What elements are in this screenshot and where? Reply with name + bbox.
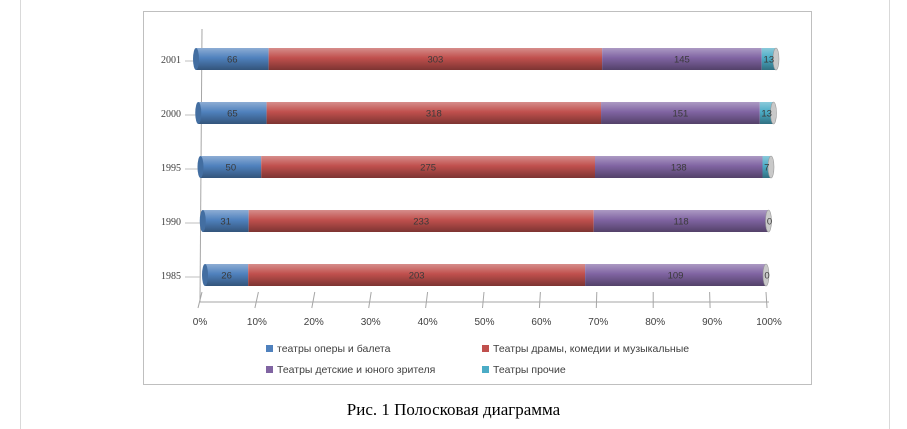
legend-swatch (482, 366, 489, 373)
data-label: 233 (413, 217, 429, 228)
data-label: 118 (674, 217, 689, 228)
chart-frame: 0% 10% 20% 30% 40% 50% 60% 70% 80% 90% 100% 1985 26 2… (143, 11, 812, 385)
data-label: 151 (672, 109, 688, 120)
bar-segment (593, 210, 769, 232)
figure-caption: Рис. 1 Полосковая диаграмма (346, 400, 561, 419)
bar-segment (261, 156, 595, 178)
data-label: 138 (671, 163, 687, 174)
data-label: 0 (764, 271, 769, 282)
data-label: 275 (420, 163, 436, 174)
data-label: 203 (409, 271, 425, 282)
x-tick-label: 90% (702, 317, 722, 328)
bar-right-cap (772, 47, 780, 71)
bar-segment (761, 48, 776, 70)
bar-segment (196, 48, 269, 70)
bar-segment (248, 264, 586, 286)
stacked-bar-chart: 0% 10% 20% 30% 40% 50% 60% 70% 80% 90% 100% 1985 26 2… (161, 28, 782, 376)
data-label: 65 (227, 109, 238, 120)
legend-label: Театры драмы, комедии и музыкальные (493, 343, 689, 355)
y-category-label: 1990 (161, 217, 181, 228)
page-edge-left (20, 0, 21, 429)
x-tick-label: 20% (304, 317, 324, 328)
data-label: 7 (764, 163, 769, 174)
bar-segment (585, 264, 766, 286)
bar-segment (198, 102, 267, 124)
legend-swatch (266, 366, 273, 373)
x-tick-label: 10% (247, 317, 267, 328)
data-label: 66 (227, 55, 238, 66)
y-category-label: 1985 (161, 271, 181, 282)
bar-segment (200, 156, 262, 178)
data-label: 0 (767, 217, 772, 228)
page-edge-right (889, 0, 890, 429)
data-label: 318 (426, 109, 442, 120)
legend-swatch (482, 345, 489, 352)
data-label: 31 (220, 217, 231, 228)
bar-segment (205, 264, 249, 286)
x-tick-label: 0% (193, 317, 208, 328)
legend-label: Театры прочие (493, 364, 566, 376)
data-label: 145 (674, 55, 690, 66)
bar-right-cap (770, 101, 777, 125)
bar-right-cap (767, 155, 775, 179)
y-category-label: 1995 (161, 163, 181, 174)
bar-segment (602, 48, 762, 70)
x-tick-label: 50% (474, 317, 494, 328)
y-category-label: 2001 (161, 55, 181, 66)
bar-segment (759, 102, 774, 124)
data-label: 109 (668, 271, 684, 282)
y-category-label: 2000 (161, 109, 181, 120)
data-label: 303 (427, 55, 443, 66)
bar-segment (266, 102, 602, 124)
bar-left-cap (195, 102, 202, 124)
legend-label: театры оперы и балета (277, 343, 391, 355)
x-tick-label: 40% (418, 317, 438, 328)
data-label: 26 (221, 271, 232, 282)
bar-segment (248, 210, 594, 232)
x-tick-label: 80% (645, 317, 665, 328)
bar-left-cap (202, 264, 208, 286)
data-label: 13 (761, 109, 772, 120)
x-tick-label: 100% (756, 317, 782, 328)
bar-segment (594, 156, 763, 178)
bar-segment (268, 48, 603, 70)
legend-swatch (266, 345, 273, 352)
bar-left-cap (197, 156, 204, 178)
legend-label: Театры детские и юного зрителя (277, 364, 435, 376)
x-tick-label: 70% (588, 317, 608, 328)
bar-segment (601, 102, 760, 124)
bar-left-cap (193, 48, 199, 70)
bar-right-cap (762, 263, 770, 287)
bar-right-cap (765, 209, 772, 233)
data-label: 13 (764, 55, 775, 66)
x-tick-label: 30% (361, 317, 381, 328)
x-tick-label: 60% (531, 317, 551, 328)
bar-segment (762, 156, 771, 178)
data-label: 50 (226, 163, 237, 174)
bar-segment (202, 210, 249, 232)
bar-left-cap (199, 210, 206, 232)
